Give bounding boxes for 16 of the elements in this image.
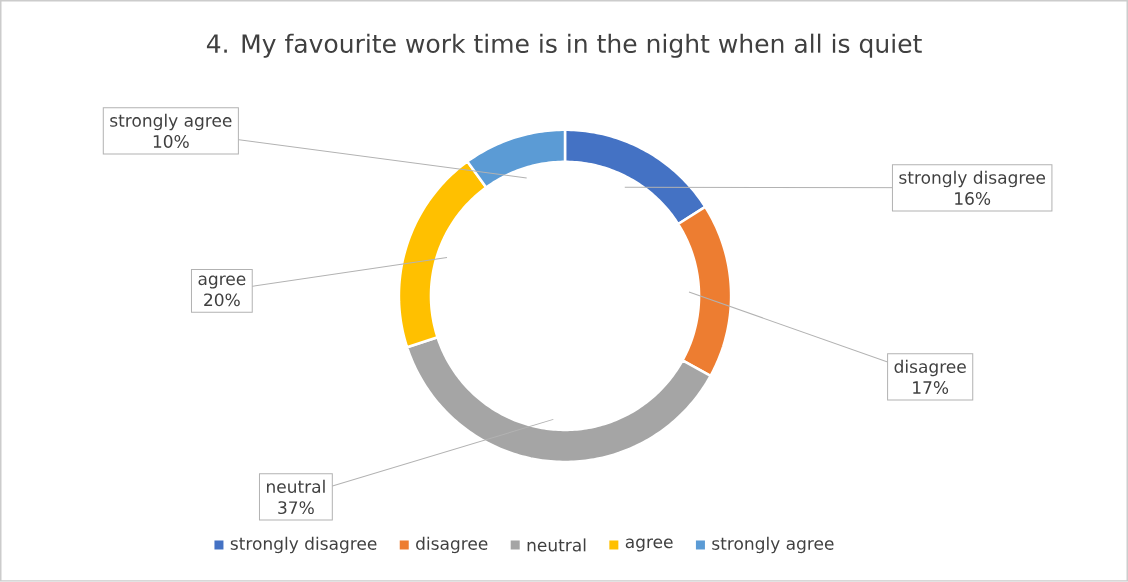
chart-title: 4. My favourite work time is in the night when all is quiet [206,33,922,58]
slice-label: strongly agree [110,113,232,131]
legend-label: strongly agree [712,536,834,554]
data-label: 10% [153,135,189,149]
data-label: 20% [204,293,240,307]
slice-label: disagree [894,359,966,377]
legend-label: agree [625,538,673,552]
legend-label: disagree [416,536,488,554]
data-label: 37% [278,501,314,515]
slice-label: agree [198,275,246,289]
data-label: 17% [913,381,949,395]
legend-label: neutral [527,538,586,552]
data-label: 16% [955,192,991,206]
slice-label: strongly disagree [899,170,1046,188]
slice-label: neutral [267,479,325,494]
legend-label: strongly disagree [230,536,377,554]
